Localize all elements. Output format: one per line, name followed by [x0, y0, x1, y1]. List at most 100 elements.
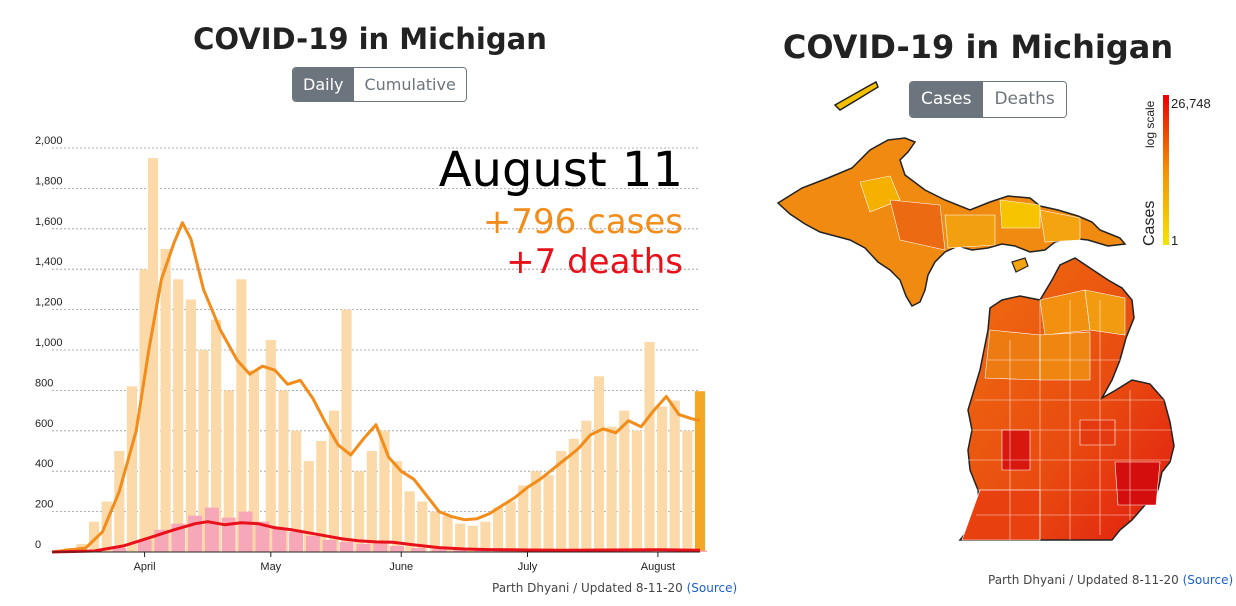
lp-county-shape [1084, 289, 1126, 336]
case-bar [455, 523, 466, 552]
map-title: COVID-19 in Michigan [782, 28, 1174, 66]
case-bar [160, 249, 171, 552]
case-bar [278, 390, 289, 552]
death-bar [137, 539, 152, 552]
source-link[interactable]: (Source) [1182, 573, 1234, 587]
legend-max-label: 26,748 [1171, 96, 1211, 111]
case-bar [581, 420, 592, 552]
y-tick-label: 1,400 [35, 256, 63, 268]
death-bar [238, 511, 253, 552]
michigan-county-map: 26,748 1 log scale Cases [776, 80, 1211, 541]
up-county-shape [999, 199, 1041, 229]
case-bar [644, 341, 655, 552]
case-bar [223, 390, 234, 552]
case-bar [543, 475, 554, 552]
y-tick-label: 600 [35, 418, 53, 430]
map-panel: COVID-19 in Michigan Cases Deaths [740, 0, 1236, 606]
case-bar [530, 471, 541, 552]
case-bar [518, 485, 529, 552]
case-bar [198, 350, 209, 552]
island-shape [1011, 257, 1029, 273]
case-bar [303, 461, 314, 552]
case-bar [354, 471, 365, 552]
deaths-button[interactable]: Deaths [982, 82, 1066, 117]
daily-button[interactable]: Daily [293, 68, 354, 101]
case-bar [265, 339, 276, 552]
case-bar [328, 410, 339, 552]
cumulative-button[interactable]: Cumulative [353, 68, 466, 101]
case-bar [290, 430, 302, 552]
current-date-label: August 11 [438, 142, 683, 198]
case-bar [417, 501, 428, 552]
lp-county-shape [1079, 419, 1116, 446]
case-bar [114, 451, 125, 552]
cases-deaths-toggle: Cases Deaths [909, 81, 1067, 118]
case-bar [391, 461, 403, 552]
chart-title: COVID-19 in Michigan [193, 22, 547, 56]
case-bar [147, 158, 159, 552]
case-bar [173, 279, 184, 552]
deaths-average-line [51, 520, 701, 554]
daily-cases-chart: 0 200 400 600 800 1,000 1,200 1,400 1,600 1,800 2,… [35, 135, 707, 573]
x-tick-label: August [641, 561, 675, 573]
gridlines [52, 147, 700, 513]
y-tick-label: 1,000 [35, 337, 63, 349]
case-bar [139, 269, 150, 552]
case-bar [366, 451, 377, 552]
death-bar [453, 549, 468, 552]
chart-footer: Parth Dhyani / Updated 8-11-20 (Source) [492, 581, 737, 595]
x-tick-label: May [260, 561, 281, 573]
y-tick-label: 400 [35, 458, 53, 470]
case-bar [185, 299, 196, 552]
legend-metric-label: Cases [1141, 201, 1158, 246]
cases-average-line [51, 221, 701, 554]
death-bar [432, 548, 447, 552]
case-bar [404, 491, 415, 552]
death-bar [221, 517, 236, 552]
death-bar [373, 542, 388, 552]
case-bar [682, 430, 693, 552]
average-lines [51, 221, 701, 554]
x-tick-label: July [518, 561, 538, 573]
case-bar [379, 430, 390, 552]
y-tick-label: 200 [35, 499, 53, 511]
case-bar [593, 376, 605, 552]
attribution-text: Parth Dhyani / Updated 8-11-20 [492, 581, 683, 595]
case-bar [467, 525, 478, 552]
death-bar [289, 531, 304, 552]
death-bar [474, 550, 489, 552]
case-bar [492, 507, 504, 552]
case-bar [248, 370, 260, 552]
death-bar [411, 547, 426, 552]
death-bar [204, 507, 219, 552]
case-bar [505, 501, 516, 552]
up-county-shape [859, 175, 901, 213]
death-bar [339, 541, 354, 552]
legend-scale-label: log scale [1143, 100, 1157, 148]
x-tick-label: April [134, 561, 156, 573]
x-tick-label: June [389, 561, 413, 573]
y-axis-ticks: 0 200 400 600 800 1,000 1,200 1,400 1,600 1,800 2,… [35, 135, 63, 551]
death-bar [693, 550, 707, 552]
cases-button[interactable]: Cases [910, 82, 983, 117]
case-bar [556, 451, 567, 552]
case-bar [236, 279, 247, 552]
new-deaths-label: +7 deaths [506, 242, 683, 282]
latest-case-bar [694, 391, 706, 552]
death-bar [356, 543, 371, 552]
lp-county-shape [1114, 461, 1161, 506]
y-tick-label: 0 [35, 539, 41, 551]
up-county-shape [889, 199, 946, 251]
source-link[interactable]: (Source) [686, 581, 738, 595]
death-bar [188, 515, 203, 552]
daily-chart-panel: COVID-19 in Michigan Daily Cumulative 0 2… [35, 22, 737, 595]
case-bar [568, 438, 579, 552]
y-tick-label: 1,600 [35, 216, 63, 228]
lp-county-shape [1001, 429, 1031, 471]
lp-county-shape [984, 329, 1041, 381]
case-bar [480, 521, 491, 552]
case-bar [631, 430, 642, 552]
death-bar [390, 545, 405, 552]
county-borders [968, 300, 1172, 540]
case-bar [126, 386, 138, 552]
